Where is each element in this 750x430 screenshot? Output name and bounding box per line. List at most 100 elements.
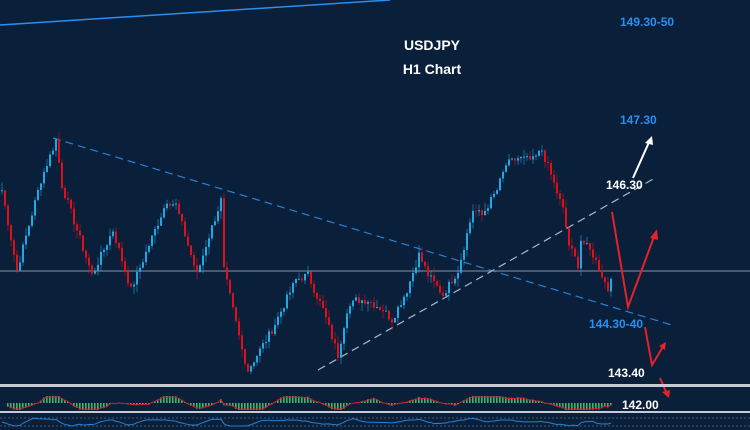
histogram-bar [16,403,18,410]
histogram-bar [418,396,420,403]
histogram-bar [538,400,540,403]
histogram-bar [91,403,93,410]
candle-body [358,297,360,304]
candle-body [559,193,561,200]
histogram-bar [79,403,81,410]
candle-body [151,235,153,246]
candle-body [187,236,189,246]
candle-body [265,341,267,344]
histogram-bar [100,403,102,409]
candle-body [562,199,564,208]
candle-body [232,293,234,308]
candle-body [418,252,420,268]
chart-title: USDJPY [403,37,461,53]
histogram-bar [139,403,141,405]
candle-body [229,279,231,294]
candle-body [19,262,21,271]
candle-body [319,298,321,302]
histogram-bar [493,396,495,403]
candle-body [565,207,567,228]
candle-body [370,301,372,303]
candle-body [514,158,516,161]
histogram-bar [211,403,213,406]
histogram-bar [289,396,291,403]
candle-body [124,261,126,272]
candle-body [103,249,105,252]
candle-body [244,349,246,364]
level-label-142: 142.00 [622,398,659,412]
candle-body [493,193,495,197]
level-label-149: 149.30-50 [620,15,675,29]
candle-body [382,309,384,312]
candle-body [40,183,42,190]
red-arrowhead-2 [659,342,666,350]
histogram-bar [220,399,222,403]
histogram-bar [349,403,351,405]
histogram-bar [373,397,375,403]
candle-body [388,310,390,320]
candle-body [136,271,138,285]
candle-body [403,296,405,306]
candle-body [34,200,36,216]
candle-body [397,306,399,318]
histogram-bar [589,403,591,410]
white-up-arrow [632,139,651,179]
candle-body [436,281,438,286]
candle-body [571,245,573,249]
histogram-bar [13,403,15,410]
candle-body [568,227,570,246]
candle-body [169,203,171,206]
histogram-bar [328,403,330,408]
histogram-bar [514,397,516,403]
candle-body [379,307,381,310]
histogram-bar [454,403,456,406]
histogram-bar [28,403,30,407]
candle-body [502,171,504,179]
candle-body [10,225,12,241]
candle-body [70,199,72,209]
histogram-bar [508,397,510,403]
histogram-bar [103,403,105,409]
candle-body [175,203,177,205]
candle-body [76,224,78,231]
candle-body [352,300,354,307]
histogram-bar [205,403,207,408]
candle-body [208,238,210,248]
histogram-bar [190,403,192,406]
histogram-bar [46,396,48,403]
histogram-bar [82,403,84,410]
candle-body [313,283,315,293]
candle-body [160,217,162,226]
white-arrowhead [645,136,653,145]
histogram-bar [148,403,150,405]
histogram-bar [142,403,144,405]
candle-body [490,196,492,209]
histogram-bar [169,396,171,403]
candle-body [22,244,24,263]
candle-body [373,302,375,308]
histogram-bar [172,396,174,403]
histogram-bar [607,403,609,408]
histogram-bar [313,400,315,403]
histogram-bar [520,397,522,403]
histogram-bar [229,403,231,406]
candle-body [166,203,168,209]
red-arrowhead-1 [650,229,658,240]
candle-body [337,343,339,358]
histogram-bar [55,396,57,403]
candle-body [193,255,195,266]
histogram-bar [511,397,513,403]
candle-body [94,270,96,274]
candle-body [28,225,30,236]
histogram-bar [346,403,348,407]
candle-body [553,174,555,183]
candle-body [259,348,261,356]
candle-body [46,166,48,172]
candle-body [355,297,357,301]
histogram-bar [133,403,135,406]
candle-body [163,208,165,218]
histogram-bar [193,403,195,408]
histogram-bar [178,398,180,403]
histogram-bar [73,403,75,407]
candle-body [7,205,9,226]
